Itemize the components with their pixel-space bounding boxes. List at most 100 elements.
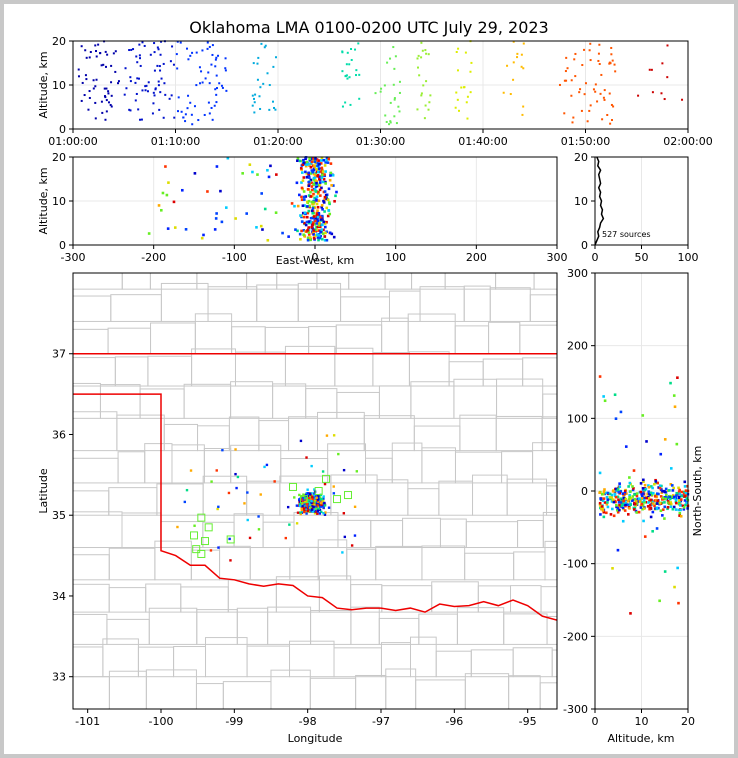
eastwest-point: [314, 217, 317, 220]
county-outline: [117, 451, 146, 484]
county-outline: [267, 606, 312, 645]
northsouth-point: [619, 497, 623, 501]
time-altitude-point: [134, 99, 137, 102]
eastwest-point: [311, 223, 314, 226]
northsouth-point: [608, 492, 612, 496]
county-outline: [148, 607, 198, 645]
county-outline: [410, 636, 437, 678]
longitude-tick-label: -95: [519, 715, 537, 728]
time-altitude-point: [136, 77, 139, 80]
eastwest-point: [307, 171, 310, 175]
time-altitude-point: [598, 43, 601, 46]
northsouth-point: [663, 438, 667, 441]
eastwest-point: [315, 202, 319, 206]
time-altitude-point: [168, 97, 171, 100]
northsouth-point: [673, 585, 676, 589]
map-source-point: [322, 512, 325, 515]
time-altitude-point: [159, 91, 162, 94]
northsouth-point: [610, 493, 614, 497]
northsouth-point: [598, 375, 602, 378]
northsouth-point: [606, 491, 610, 495]
county-outline: [203, 447, 232, 484]
time-altitude-point: [427, 53, 430, 56]
eastwest-point: [318, 183, 322, 186]
northsouth-point: [650, 485, 653, 488]
eastwest-point: [329, 162, 333, 165]
ns-alt-tick-label: 0: [592, 715, 599, 728]
eastwest-point: [316, 215, 320, 219]
time-altitude-point: [85, 56, 88, 59]
northsouth-point: [649, 506, 653, 510]
northsouth-tick-label: 300: [567, 267, 588, 280]
time-altitude-point: [117, 80, 120, 83]
map-source-point: [309, 506, 313, 510]
northsouth-point: [641, 414, 645, 417]
map-source-point: [193, 524, 196, 527]
northsouth-point: [661, 508, 665, 511]
eastwest-point: [306, 205, 309, 208]
eastwest-tick-label: -300: [61, 251, 86, 264]
northsouth-point: [657, 506, 660, 510]
northsouth-point: [684, 491, 688, 495]
map-source-point: [323, 501, 326, 505]
map-source-point: [306, 488, 309, 491]
eastwest-point: [320, 228, 324, 231]
county-outline: [246, 480, 281, 516]
eastwest-point: [302, 161, 306, 164]
eastwest-point: [287, 235, 290, 238]
time-altitude-point: [385, 120, 388, 123]
time-altitude-point: [389, 120, 392, 123]
county-outline: [454, 325, 490, 355]
northsouth-point: [637, 510, 641, 514]
time-altitude-point: [130, 48, 133, 51]
time-altitude-point: [97, 43, 100, 46]
time-altitude-point: [134, 81, 137, 84]
northsouth-point: [603, 488, 606, 491]
northsouth-point: [639, 490, 643, 494]
time-altitude-point: [214, 65, 217, 68]
eastwest-point: [311, 170, 314, 174]
map-source-point: [183, 500, 187, 504]
time-altitude-point: [502, 91, 505, 94]
northsouth-point: [622, 496, 626, 500]
time-altitude-point: [393, 67, 396, 70]
eastwest-point: [330, 232, 334, 236]
time-altitude-point: [141, 41, 144, 44]
map-source-point: [350, 544, 354, 547]
county-outline: [276, 273, 318, 290]
county-outline: [419, 286, 465, 322]
northsouth-point: [651, 491, 655, 495]
time-altitude-point: [612, 105, 615, 108]
time-altitude-point: [346, 77, 349, 80]
time-altitude-point: [345, 63, 348, 66]
time-altitude-point: [138, 54, 141, 57]
time-altitude-point: [81, 81, 84, 84]
time-altitude-point: [158, 108, 161, 111]
eastwest-point: [316, 209, 319, 212]
map-source-point: [308, 492, 312, 496]
map-source-point: [246, 491, 249, 494]
eastwest-point: [317, 175, 321, 178]
map-source-point: [327, 506, 331, 509]
time-altitude-point: [272, 65, 275, 68]
eastwest-point: [275, 173, 278, 176]
time-altitude-point: [256, 78, 259, 81]
time-altitude-point: [107, 90, 110, 93]
eastwest-point: [327, 209, 330, 212]
time-altitude-point: [666, 44, 669, 47]
eastwest-point: [307, 233, 311, 236]
eastwest-point: [327, 157, 331, 161]
map-source-point: [209, 549, 213, 552]
time-altitude-point: [88, 90, 91, 93]
time-altitude-panel: 01:00:00 01:10:00 01:20:00 01:30:00 01:40:00…: [37, 35, 713, 148]
map-source-point: [313, 503, 316, 506]
county-outline: [289, 640, 335, 678]
northsouth-point: [601, 509, 605, 512]
time-altitude-point: [603, 89, 606, 92]
northsouth-point: [616, 506, 620, 510]
eastwest-point: [255, 226, 258, 229]
northsouth-point: [641, 487, 645, 490]
eastwest-point: [307, 209, 311, 213]
time-altitude-point: [271, 100, 274, 103]
time-altitude-point: [348, 76, 351, 79]
